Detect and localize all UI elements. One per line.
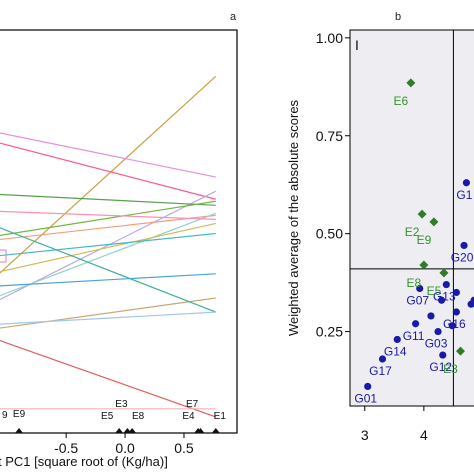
- panel-b-genotype-label: G07: [406, 294, 429, 308]
- panel-a-series-line-12: [0, 273, 216, 287]
- panel-b-genotype-point: [378, 355, 387, 363]
- panel-a-series-line-10: [0, 222, 216, 273]
- panel-b-genotype-point: [364, 382, 372, 391]
- panel-b-genotype-label: G11: [403, 329, 425, 343]
- panel-b-genotype-point: [411, 320, 420, 328]
- panel-b-genotype-point: [462, 179, 471, 187]
- panel-a-x-ticks: -0.5 0.0 0.5: [54, 433, 194, 456]
- panel-a-frame: [0, 29, 238, 434]
- panel-a-legend-box-fragment: [0, 249, 7, 263]
- panel-b-y-tick-label: 0.25: [316, 324, 343, 340]
- panel-a-series-line-14: [0, 227, 217, 313]
- panel-b-genotype-label: G13: [433, 290, 456, 304]
- panel-a-env-marker: [15, 428, 24, 433]
- panel-a-series-line-5: [0, 193, 216, 206]
- panel-a-series-line-15: [0, 311, 216, 325]
- panel-b-genotype-point: [434, 327, 442, 336]
- panel-b-x-tick-label: 4: [420, 427, 428, 443]
- panel-b-environment-point: [419, 260, 429, 270]
- panel-a-env-marker: [196, 428, 205, 433]
- panel-a-x-tick-label: -0.5: [54, 440, 78, 456]
- panel-a-x-tick-label: 0.5: [174, 440, 194, 456]
- panel-a-partial-label: 9: [2, 410, 8, 421]
- panel-b-y-tick-label: 0.50: [316, 226, 343, 242]
- panel-b-x-tick-label: 3: [361, 427, 369, 443]
- panel-b-reference-lines: [350, 30, 474, 406]
- panel-a-x-axis-title: t PC1 [square root of (Kg/ha)]: [0, 454, 168, 469]
- panel-b-environment-point: [456, 346, 465, 356]
- panel-b-genotype-label: G1: [456, 188, 472, 202]
- panel-b-genotype-point: [427, 312, 435, 320]
- panel-b-genotype-point: [460, 241, 468, 250]
- panel-b-y-ticks: 0.25 0.50 0.75 1.00: [316, 30, 350, 340]
- panel-b-genotype-label: G20: [451, 250, 474, 264]
- panel-b-genotype-point: [437, 296, 446, 304]
- panel-b-genotype-point: [452, 308, 460, 316]
- panel-b-genotype-point: [439, 351, 447, 359]
- panel-b-y-tick-label: 1.00: [316, 30, 343, 46]
- panel-b-environment-label: E6: [394, 94, 409, 108]
- panel-b-genotype-label: G01: [354, 391, 377, 405]
- panel-b-genotype-point: [470, 296, 474, 304]
- panel-a-x-tick-label: 0.0: [115, 440, 135, 456]
- panel-a-series-line-2: [0, 132, 216, 178]
- panel-b-genotype-label: G03: [425, 337, 448, 351]
- panel-b-letter: b: [395, 11, 401, 23]
- panel-b-y-axis-title: Weighted average of the absolute scores: [286, 99, 301, 336]
- panel-b-plot-area: [349, 29, 474, 407]
- panel-b-genotype-point: [452, 288, 460, 297]
- panel-b-genotype-label: G17: [369, 364, 392, 378]
- panel-a-series-line-13: [0, 297, 216, 329]
- panel-b-environment-point: [429, 217, 439, 227]
- panel-a-env-marker: [128, 428, 137, 433]
- panel-b-environment-label: E9: [417, 233, 432, 247]
- panel-b-genotype-point: [393, 335, 401, 344]
- panel-a-env-marker: [211, 428, 220, 433]
- panel-b-environment-point: [417, 209, 427, 219]
- panel-b-y-tick-label: 0.75: [316, 128, 343, 144]
- panel-b-environment-point: [406, 78, 416, 88]
- panel-b-environment-label: E3: [443, 362, 458, 376]
- panel-b-environment-point: [439, 268, 449, 278]
- panel-a-env-label: E8: [132, 411, 145, 422]
- panel-a-series-line-11: [0, 232, 216, 257]
- panel-a-env-label: E5: [101, 411, 114, 422]
- panel-a-letter: a: [230, 11, 237, 23]
- panel-b-quadrant-label: I: [355, 37, 359, 53]
- panel-a-env-label: E9: [13, 409, 26, 420]
- panel-b-environment-label: E8: [407, 276, 422, 290]
- panel-b-genotype-point: [442, 280, 450, 289]
- panel-a-series-line-6: [0, 200, 216, 236]
- panel-a-series-line-16: [0, 340, 216, 418]
- panel-a-env-label: E1: [214, 411, 227, 422]
- panel-a-series-line-7: [0, 214, 216, 241]
- panel-a-series-line-9: [0, 210, 216, 221]
- panel-a-series-lines: [0, 75, 217, 418]
- panel-b-genotype-label: G16: [443, 317, 466, 331]
- panel-a-series-line-3: [0, 142, 216, 200]
- panel-b-environment-label: E5: [427, 284, 442, 298]
- panel-b-genotype-point: [448, 322, 456, 330]
- panel-a-env-label: E3: [115, 399, 128, 410]
- panel-a-series-line-1: [0, 75, 217, 274]
- panel-b-environment-label: E2: [405, 225, 420, 239]
- panel-a-env-label: E4: [182, 411, 195, 422]
- panel-a-series-line-8: [0, 212, 217, 297]
- panel-b-genotype-point: [416, 284, 424, 293]
- panel-b-genotype-label: G14: [384, 344, 407, 358]
- panel-b-genotype-label: G12: [429, 360, 452, 374]
- panel-a-env-label: E7: [186, 399, 199, 410]
- panel-a-env-marker: [115, 428, 124, 433]
